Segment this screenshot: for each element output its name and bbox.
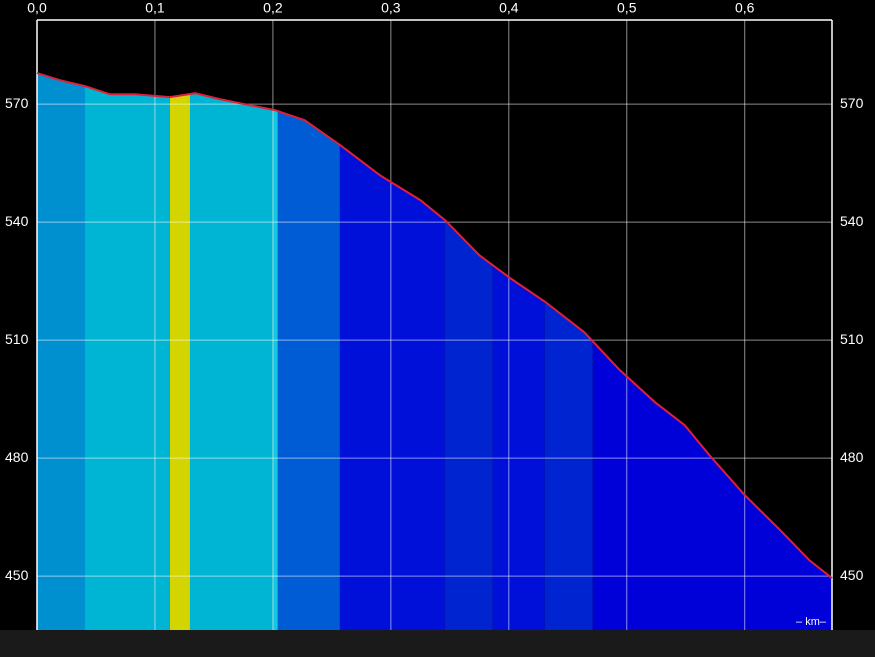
y-tick-label-right: 570 bbox=[840, 95, 864, 111]
x-tick-label: 0,6 bbox=[735, 0, 755, 16]
slope-band bbox=[169, 73, 190, 630]
y-tick-label-left: 480 bbox=[5, 449, 29, 465]
slope-band bbox=[592, 73, 832, 630]
x-tick-label: 0,0 bbox=[27, 0, 47, 16]
y-tick-label-left: 540 bbox=[5, 213, 29, 229]
slope-band bbox=[37, 73, 86, 630]
y-tick-label-right: 450 bbox=[840, 567, 864, 583]
y-tick-label-left: 570 bbox=[5, 95, 29, 111]
slope-band bbox=[272, 73, 278, 630]
y-tick-label-left: 510 bbox=[5, 331, 29, 347]
x-tick-label: 0,1 bbox=[145, 0, 165, 16]
x-unit-label: – km– bbox=[796, 616, 827, 628]
y-tick-label-right: 540 bbox=[840, 213, 864, 229]
x-tick-label: 0,3 bbox=[381, 0, 401, 16]
slope-band bbox=[339, 73, 445, 630]
slope-band bbox=[277, 73, 340, 630]
slope-band bbox=[444, 73, 493, 630]
slope-band bbox=[492, 73, 545, 630]
y-tick-label-left: 450 bbox=[5, 567, 29, 583]
area-bands bbox=[37, 73, 832, 630]
x-tick-label: 0,5 bbox=[617, 0, 637, 16]
slope-band bbox=[544, 73, 593, 630]
grid bbox=[36, 19, 833, 630]
foreground: 0,0 0,1 0,2 0,3 0,4 0,5 0,6 450 450 480 480 510 510 5… bbox=[5, 0, 864, 583]
bottom-bar bbox=[0, 630, 875, 657]
slope-band bbox=[85, 73, 170, 630]
x-tick-label: 0,4 bbox=[499, 0, 519, 16]
y-tick-label-right: 510 bbox=[840, 331, 864, 347]
elevation-line bbox=[36, 72, 833, 579]
y-tick-label-right: 480 bbox=[840, 449, 864, 465]
x-tick-label: 0,2 bbox=[263, 0, 283, 16]
slope-band bbox=[189, 73, 273, 630]
